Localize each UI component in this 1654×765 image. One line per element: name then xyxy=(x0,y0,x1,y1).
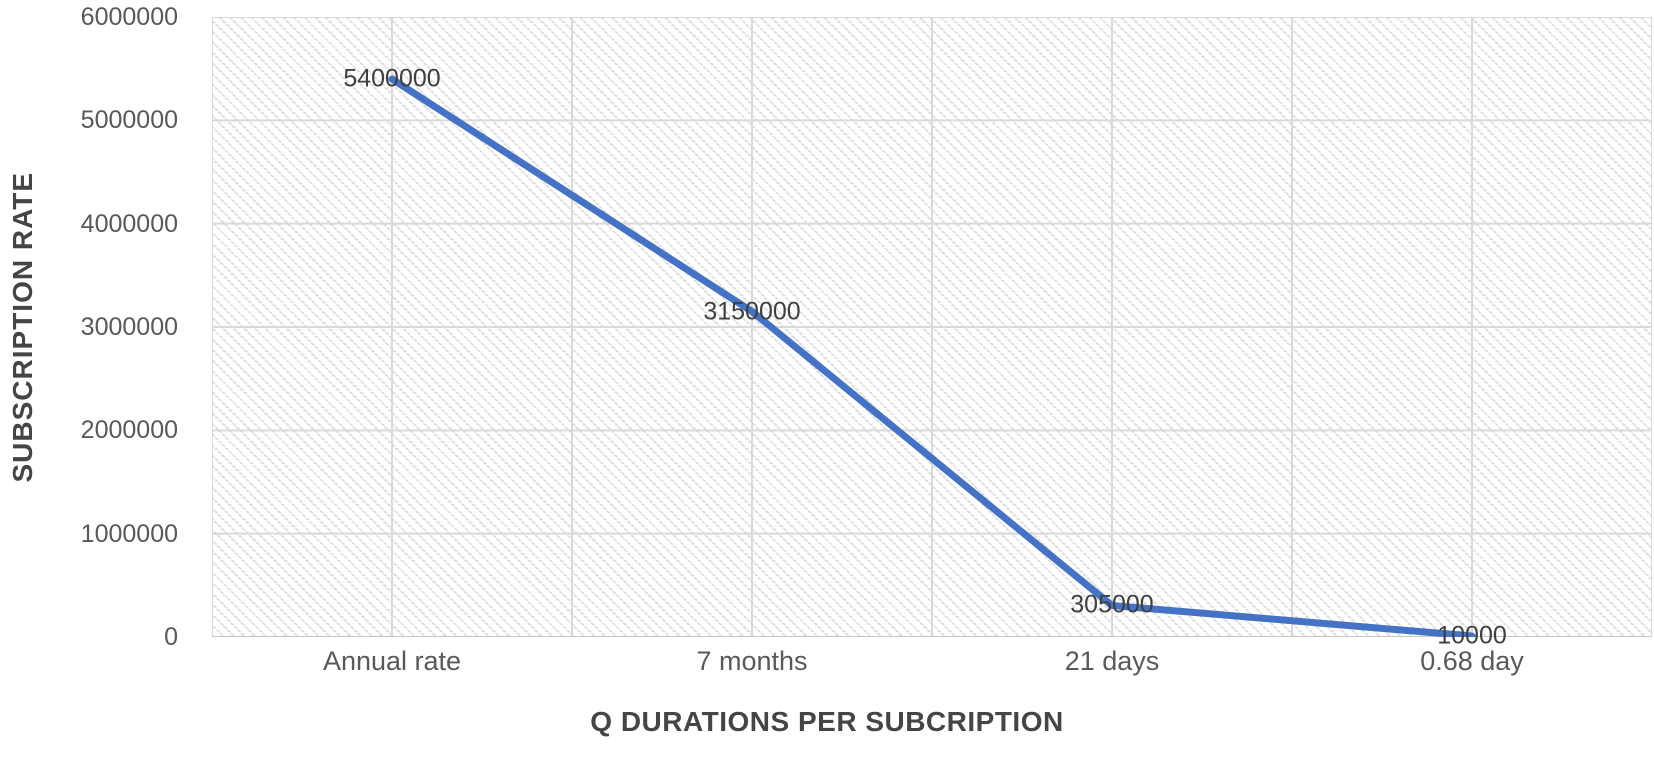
y-tick-label: 5000000 xyxy=(80,106,178,135)
y-tick-label: 2000000 xyxy=(80,416,178,445)
data-label: 3150000 xyxy=(703,297,801,325)
y-tick-label: 6000000 xyxy=(80,3,178,31)
y-tick-label: 4000000 xyxy=(80,209,178,238)
x-category-label: 7 months xyxy=(696,646,808,676)
x-category-label: 0.68 day xyxy=(1420,646,1524,676)
data-label: 10000 xyxy=(1437,621,1507,650)
y-tick-label: 3000000 xyxy=(80,313,178,341)
x-axis-title: Q DURATIONS PER SUBCRIPTION xyxy=(590,706,1064,737)
x-category-label: Annual rate xyxy=(322,646,462,676)
x-axis-title-area: Q DURATIONS PER SUBCRIPTION xyxy=(0,706,1654,738)
y-tick-label: 1000000 xyxy=(80,519,178,548)
x-category-label: 21 days xyxy=(1064,646,1160,676)
series-line xyxy=(388,75,1476,637)
y-tick-label: 0 xyxy=(164,623,178,651)
plot-svg xyxy=(212,17,1652,637)
data-label: 5400000 xyxy=(343,64,441,93)
data-label: 305000 xyxy=(1070,590,1154,619)
plot-area xyxy=(212,17,1652,637)
